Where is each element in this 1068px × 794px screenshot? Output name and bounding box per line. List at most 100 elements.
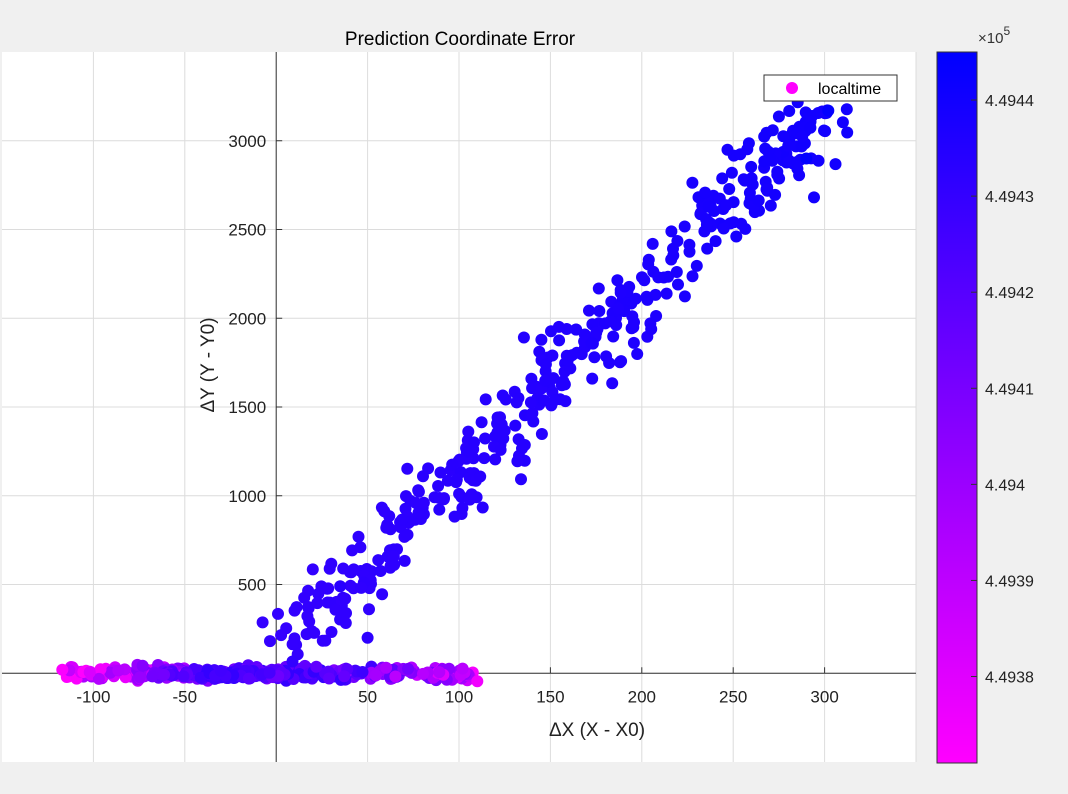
data-point (468, 436, 480, 449)
data-point (398, 554, 411, 567)
data-point (840, 103, 853, 116)
data-point (645, 323, 658, 336)
colorbar-gradient (936, 51, 978, 764)
data-point (433, 503, 446, 516)
data-point (387, 550, 400, 563)
data-point (288, 604, 301, 617)
data-point (777, 130, 790, 143)
data-point (525, 372, 538, 385)
data-point (819, 125, 832, 138)
data-point (509, 419, 522, 432)
data-point (539, 374, 552, 387)
data-point (758, 155, 771, 168)
data-point (479, 393, 492, 406)
data-point (242, 672, 255, 685)
data-point (746, 178, 759, 191)
data-point (112, 664, 125, 677)
colorbar-tick-label: 4.4942 (985, 285, 1034, 302)
data-point (334, 580, 347, 593)
data-point (433, 492, 446, 504)
legend-box (763, 74, 898, 102)
data-point (771, 168, 784, 181)
data-point (546, 349, 559, 362)
data-point (453, 487, 466, 500)
y-tick-label: 2500 (228, 221, 266, 240)
x-tick-label: 300 (810, 687, 838, 706)
data-point (380, 521, 393, 534)
data-point (686, 176, 699, 189)
data-point (146, 670, 159, 683)
data-point (422, 462, 435, 475)
data-point (717, 222, 730, 235)
data-point (355, 581, 368, 594)
data-point (446, 458, 459, 471)
data-point (585, 337, 598, 350)
data-point (764, 199, 777, 212)
data-point (690, 259, 703, 272)
data-point (272, 607, 284, 620)
colorbar-ticks: 4.4938 4.4939 4.494 4.4941 4.4942 4.4943 4.494… (971, 93, 1034, 687)
data-point (303, 615, 316, 628)
data-point (752, 194, 765, 207)
legend[interactable]: localtime (763, 74, 898, 102)
data-point (322, 582, 335, 595)
data-point (600, 350, 613, 363)
data-point (346, 544, 359, 557)
data-point (434, 466, 447, 479)
data-point (338, 670, 351, 683)
data-point (256, 616, 269, 629)
data-point (302, 601, 315, 613)
x-tick-label: 100 (445, 687, 473, 706)
data-point (628, 316, 640, 329)
data-point (799, 106, 812, 119)
data-point (286, 638, 299, 651)
data-point (650, 310, 663, 322)
colorbar-tick-label: 4.4943 (985, 189, 1034, 206)
data-point (758, 130, 771, 143)
data-point (456, 502, 469, 514)
data-point (720, 199, 733, 212)
x-tick-label: -50 (173, 687, 198, 706)
data-point (275, 629, 288, 642)
data-point (177, 670, 190, 683)
data-point (264, 635, 276, 648)
data-point (841, 126, 854, 139)
colorbar-tick-label: 4.4938 (985, 670, 1034, 687)
data-point (607, 330, 620, 343)
data-point (670, 266, 683, 278)
data-point (83, 666, 96, 679)
data-point (672, 278, 684, 291)
data-point (417, 496, 430, 509)
data-point (745, 160, 758, 173)
data-point (344, 579, 357, 592)
data-point (417, 667, 429, 680)
data-point (516, 442, 528, 455)
data-point (306, 563, 319, 576)
data-point (402, 662, 414, 675)
data-point (396, 513, 409, 526)
data-point (652, 271, 665, 284)
data-point (804, 121, 817, 134)
data-point (642, 258, 655, 271)
data-point (462, 445, 475, 458)
data-point (136, 659, 149, 672)
data-point (614, 286, 627, 299)
data-point (593, 305, 606, 317)
data-point (667, 242, 679, 255)
colorbar-tick-label: 4.4941 (985, 381, 1034, 398)
data-point (263, 666, 276, 679)
data-point (700, 218, 713, 231)
data-point (56, 663, 69, 676)
data-point (526, 382, 539, 395)
data-point (325, 557, 338, 570)
y-tick-label: 1000 (228, 487, 266, 506)
data-point (760, 183, 773, 196)
data-point (511, 455, 524, 468)
y-axis-label: ΔY (Y - Y0) (198, 317, 219, 412)
data-point (660, 287, 673, 300)
data-point (535, 333, 548, 346)
data-point (766, 124, 779, 137)
colorbar-tick-label: 4.4944 (985, 93, 1034, 110)
